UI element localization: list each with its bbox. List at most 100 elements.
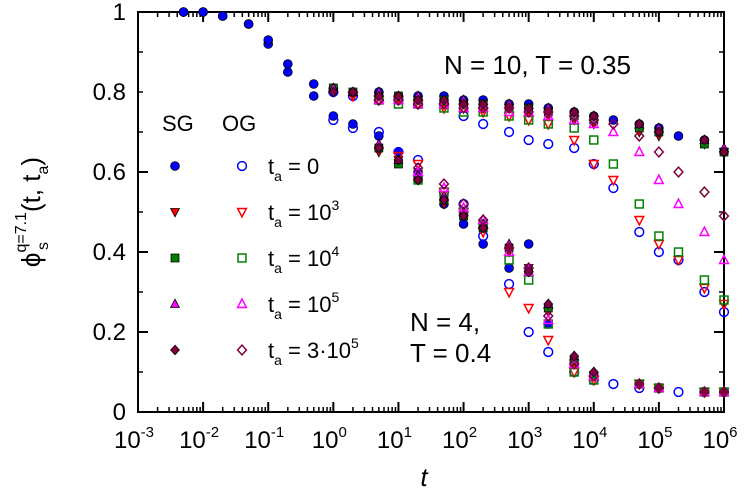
data-point (588, 159, 600, 171)
y-tick-label: 0.8 (93, 79, 126, 106)
data-point (478, 239, 488, 249)
data-point (523, 106, 535, 118)
x-tick-label: 101 (377, 424, 412, 454)
legend-marker-og (237, 253, 247, 263)
x-tick-label: 10-3 (114, 424, 154, 454)
data-point (653, 126, 664, 138)
legend-marker-sg (170, 344, 180, 356)
data-point (523, 326, 534, 338)
x-tick-label: 100 (312, 424, 347, 454)
series-N10-SG-circle (178, 7, 729, 157)
data-point (672, 197, 685, 209)
data-point (543, 298, 554, 310)
data-point (588, 114, 600, 126)
y-tick-label: 0.4 (93, 239, 126, 266)
data-point (588, 369, 600, 381)
y-axis-label: ϕq=7.1 s(t, ta) (13, 157, 52, 267)
data-point (478, 222, 489, 234)
x-tick-label: 10-2 (179, 424, 219, 454)
x-tick-label: 103 (507, 424, 542, 454)
data-point (439, 194, 449, 206)
data-point (569, 350, 580, 362)
legend-marker-sg (170, 161, 180, 171)
legend-entry-label: ta = 103 (268, 197, 339, 230)
data-point (673, 166, 684, 178)
data-point (568, 110, 580, 122)
data-point (438, 178, 450, 190)
data-markers (178, 7, 730, 399)
data-point (523, 105, 535, 117)
data-point (542, 106, 554, 118)
data-point (653, 173, 665, 185)
data-point (633, 130, 645, 142)
data-point (718, 210, 730, 222)
data-point (653, 239, 665, 251)
data-point (503, 242, 515, 254)
data-point (633, 145, 645, 157)
series-N4-OG-circle (328, 114, 730, 398)
legend-marker-og (236, 297, 248, 309)
data-point (698, 386, 710, 398)
data-point (347, 122, 359, 134)
data-point (263, 35, 274, 45)
data-point (198, 7, 208, 17)
data-point (673, 247, 684, 257)
data-point (698, 225, 711, 237)
series-N10-OG-diamond (373, 94, 730, 222)
data-point (308, 91, 319, 101)
legend-entry-label: ta = 3·105 (268, 335, 359, 368)
data-point (503, 278, 515, 290)
data-point (653, 382, 665, 394)
y-tick-label: 0 (113, 399, 126, 426)
legend-marker-sg (170, 253, 180, 263)
data-point (412, 98, 424, 110)
data-point (413, 174, 423, 186)
data-point (503, 287, 515, 299)
data-point (542, 310, 554, 322)
data-point (373, 94, 385, 106)
data-point (634, 199, 644, 209)
data-point (607, 175, 620, 187)
legend-entry-label: ta = 105 (268, 289, 339, 322)
labels: 10-3 10-2 10-1 100 101 102 103 104 105 106 0 0.2 0.4… (13, 0, 738, 454)
series-N10-OG-circle (328, 86, 730, 318)
data-point (458, 210, 469, 222)
data-point (458, 198, 469, 210)
data-point (607, 118, 619, 130)
data-point (477, 214, 489, 226)
data-point (653, 146, 665, 158)
data-point (392, 93, 405, 105)
data-point (699, 286, 710, 298)
data-point (718, 253, 730, 265)
data-point (568, 358, 580, 370)
x-tick-label: 10-1 (244, 424, 284, 454)
data-point (217, 11, 228, 21)
y-tick-label: 0.2 (93, 319, 126, 346)
series-N10-OG-square (374, 95, 729, 305)
data-point (438, 98, 450, 110)
series-N10-SG-square (328, 83, 729, 157)
data-point (393, 94, 404, 106)
data-point (457, 101, 470, 113)
data-point (568, 135, 580, 147)
data-point (243, 19, 254, 29)
data-point (608, 378, 619, 390)
legend-marker-og (236, 344, 248, 356)
data-point (699, 275, 710, 285)
data-point (523, 262, 535, 274)
data-point (633, 215, 645, 227)
annotation-n10: N = 10, T = 0.35 (444, 50, 631, 80)
x-tick-label: 102 (442, 424, 477, 454)
legend-marker-sg (169, 208, 181, 218)
legend-marker-og (236, 160, 248, 172)
data-point (458, 102, 469, 114)
data-point (634, 226, 645, 238)
data-point (542, 335, 554, 347)
data-point (634, 118, 645, 130)
data-point (283, 67, 293, 77)
data-point (607, 125, 620, 137)
data-point (393, 154, 404, 166)
series-N10-OG-triangle-up (373, 93, 730, 265)
data-point (719, 295, 729, 305)
